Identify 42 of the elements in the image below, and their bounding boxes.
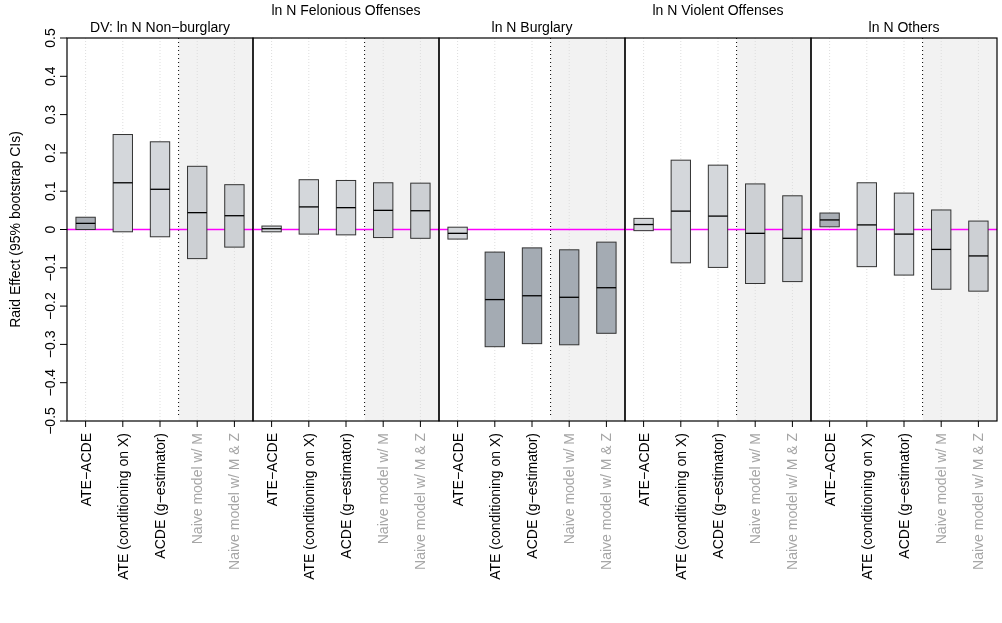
chart-title: DV: ln N Non−burglary xyxy=(90,19,230,35)
x-tick-label: Naive model w/ M & Z xyxy=(598,432,615,570)
x-tick-label: ACDE (g−estimator) xyxy=(896,433,912,559)
chart-title: ln N Felonious Offenses xyxy=(271,2,421,18)
y-tick-label: 0.5 xyxy=(42,28,58,48)
x-tick-label: Naive model w/ M xyxy=(189,433,206,545)
x-tick-label: Naive model w/ M xyxy=(933,433,950,545)
x-tick-label: ACDE (g−estimator) xyxy=(338,433,354,559)
x-tick-label: Naive model w/ M xyxy=(561,433,578,545)
y-tick-label: −0.4 xyxy=(42,368,58,397)
x-tick-label: ATE−ACDE xyxy=(635,433,652,507)
y-tick-label: −0.1 xyxy=(42,253,58,282)
x-tick-label: Naive model w/ M & Z xyxy=(970,432,987,570)
x-tick-label: ATE (conditioning on X) xyxy=(672,433,689,580)
x-tick-label: Naive model w/ M & Z xyxy=(412,432,429,570)
x-tick-label: Naive model w/ M & Z xyxy=(784,432,801,570)
y-tick-label: 0.3 xyxy=(42,104,58,125)
x-tick-label: Naive model w/ M xyxy=(375,433,392,545)
y-tick-label: 0.2 xyxy=(42,142,58,163)
y-tick-label: −0.5 xyxy=(42,406,58,435)
y-tick-label: 0 xyxy=(42,225,58,234)
y-tick-label: 0.4 xyxy=(42,66,58,87)
x-tick-label: ATE−ACDE xyxy=(449,433,466,507)
x-tick-label: ACDE (g−estimator) xyxy=(710,433,726,559)
x-tick-label: ATE−ACDE xyxy=(821,433,838,507)
chart-title: ln N Others xyxy=(868,19,940,35)
x-tick-label: ATE (conditioning on X) xyxy=(486,433,503,580)
chart-title: ln N Burglary xyxy=(491,19,573,35)
x-tick-label: ATE−ACDE xyxy=(263,433,280,507)
y-tick-label: −0.3 xyxy=(42,330,58,359)
x-tick-label: Naive model w/ M xyxy=(747,433,764,545)
x-tick-label: ATE (conditioning on X) xyxy=(858,433,875,580)
y-axis-title: Raid Effect (95% bootstrap CIs) xyxy=(7,131,23,328)
x-tick-label: ACDE (g−estimator) xyxy=(524,433,540,559)
chart-title: ln N Violent Offenses xyxy=(652,2,784,18)
x-tick-label: ATE (conditioning on X) xyxy=(300,433,317,580)
y-tick-label: −0.2 xyxy=(42,292,58,320)
x-tick-label: ATE−ACDE xyxy=(77,433,94,507)
x-tick-label: ACDE (g−estimator) xyxy=(152,433,168,559)
x-tick-label: Naive model w/ M & Z xyxy=(226,432,243,570)
x-tick-label: ATE (conditioning on X) xyxy=(114,433,131,580)
y-tick-label: 0.1 xyxy=(42,181,58,201)
